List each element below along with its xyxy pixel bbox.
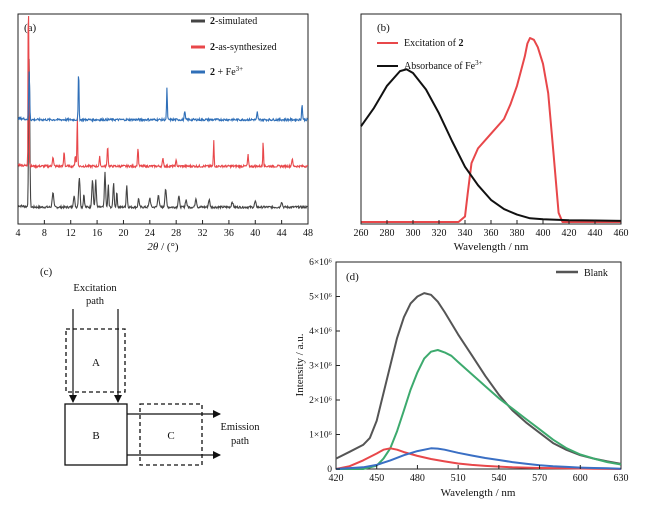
excitation-label-line2: path bbox=[86, 296, 105, 307]
panel-b-legend-label-1: Absorbance of Fe3+ bbox=[404, 59, 483, 72]
panel-d-x-tick-label-1: 450 bbox=[369, 473, 384, 484]
panel-b-series bbox=[360, 37, 622, 223]
panel-c-label: (c) bbox=[40, 266, 53, 278]
panel-b-x-tick-label-8: 420 bbox=[562, 228, 577, 239]
panel-d-legend: Blank bbox=[556, 268, 608, 279]
panel-a-series-line-0 bbox=[17, 58, 309, 211]
panel-d-y-tick-label-5: 5×10⁶ bbox=[309, 293, 332, 303]
panel-b-excitation-chart: (b) 260 280 300 320 340 360 380 400 420 440 460 Ex… bbox=[354, 13, 629, 253]
panel-d-series-line-3 bbox=[335, 447, 622, 470]
panel-b-x-axis-label: Wavelength / nm bbox=[454, 241, 529, 253]
panel-a-x-tick-label-3: 16 bbox=[92, 228, 102, 239]
panel-a-x-tick-label-4: 20 bbox=[118, 228, 128, 239]
panel-a-x-axis-label: 2θ / (°) bbox=[147, 241, 179, 253]
panel-b-x-tick-label-9: 440 bbox=[588, 228, 603, 239]
panel-d-label: (d) bbox=[346, 271, 359, 283]
panel-d-x-tick-label-0: 420 bbox=[329, 473, 344, 484]
panel-d-fluorescence-chart: (d) 420 450 480 510 540 570 600 630 0 1×10⁶ 2×10⁶… bbox=[294, 258, 629, 499]
box-a bbox=[65, 328, 126, 393]
panel-a-x-tick-label-2: 12 bbox=[66, 228, 76, 239]
panel-b-label: (b) bbox=[377, 22, 390, 34]
box-a-label: A bbox=[92, 357, 100, 369]
emission-label-line2: path bbox=[231, 436, 250, 447]
panel-a-x-tick-label-1: 8 bbox=[42, 228, 47, 239]
panel-b-x-tick-label-6: 380 bbox=[510, 228, 525, 239]
panel-d-x-tick-label-5: 570 bbox=[532, 473, 547, 484]
panel-b-x-tick-label-4: 340 bbox=[458, 228, 473, 239]
box-b bbox=[64, 403, 128, 466]
panel-a-x-tick-label-11: 48 bbox=[303, 228, 313, 239]
panel-d-series bbox=[335, 292, 622, 470]
panel-d-y-tick-label-3: 3×10⁶ bbox=[309, 362, 332, 372]
box-c-label: C bbox=[167, 430, 174, 442]
panel-b-x-tick-label-3: 320 bbox=[432, 228, 447, 239]
panel-d-y-tick-label-0: 0 bbox=[327, 465, 332, 475]
panel-a-x-tick-label-8: 36 bbox=[224, 228, 234, 239]
panel-d-y-tick-label-2: 2×10⁶ bbox=[309, 396, 332, 406]
panel-a-legend-label-1: 2-as-synthesized bbox=[210, 42, 277, 53]
panel-d-series-line-2 bbox=[335, 447, 622, 470]
panel-d-x-tick-label-6: 600 bbox=[573, 473, 588, 484]
excitation-label-line1: Excitation bbox=[73, 283, 117, 294]
panel-b-x-tick-label-10: 460 bbox=[614, 228, 629, 239]
panel-d-y-tick-label-4: 4×10⁶ bbox=[309, 327, 332, 337]
panel-a-x-tick-label-5: 24 bbox=[145, 228, 155, 239]
panel-d-series-line-1 bbox=[336, 349, 622, 470]
panel-b-x-tick-label-0: 260 bbox=[354, 228, 369, 239]
emission-label-line1: Emission bbox=[220, 422, 260, 433]
panel-a-x-tick-label-9: 40 bbox=[250, 228, 260, 239]
panel-d-series-line-0 bbox=[335, 292, 622, 465]
panel-b-x-tick-label-1: 280 bbox=[380, 228, 395, 239]
panel-b-series-line-0 bbox=[361, 37, 621, 223]
panel-d-y-axis-label: Intensity / a.u. bbox=[294, 333, 306, 396]
box-c bbox=[139, 403, 203, 466]
panel-a-x-ticks: 4 8 12 16 20 24 28 32 36 40 44 48 bbox=[16, 220, 313, 239]
panel-d-x-ticks: 420 450 480 510 540 570 600 630 bbox=[329, 465, 629, 484]
panel-a-x-tick-label-6: 28 bbox=[171, 228, 181, 239]
panel-a-x-tick-label-0: 4 bbox=[16, 228, 21, 239]
panel-b-series-line-1 bbox=[360, 68, 622, 222]
panel-a-x-tick-label-7: 32 bbox=[198, 228, 208, 239]
panel-b-legend: Excitation of 2 Absorbance of Fe3+ bbox=[377, 38, 483, 72]
panel-b-x-tick-label-5: 360 bbox=[484, 228, 499, 239]
panel-a-x-tick-label-10: 44 bbox=[277, 228, 287, 239]
panel-d-y-tick-label-1: 1×10⁶ bbox=[309, 431, 332, 441]
panel-b-x-tick-label-2: 300 bbox=[406, 228, 421, 239]
panel-a-series-line-1 bbox=[17, 15, 309, 170]
panel-d-y-tick-label-6: 6×10⁶ bbox=[309, 258, 332, 268]
panel-d-x-tick-label-7: 630 bbox=[614, 473, 629, 484]
panel-a-legend-label-0: 2-simulated bbox=[210, 16, 257, 27]
panel-a-series-line-2 bbox=[17, 71, 309, 123]
panel-a-legend: 2-simulated 2-as-synthesized 2 + Fe3+ bbox=[191, 16, 277, 78]
box-b-label: B bbox=[92, 430, 99, 442]
panel-d-x-tick-label-3: 510 bbox=[451, 473, 466, 484]
panel-d-x-tick-label-4: 540 bbox=[491, 473, 506, 484]
panel-c-schematic: (c) Excitation path A B C Emission path bbox=[40, 266, 260, 466]
panel-a-legend-label-2: 2 + Fe3+ bbox=[210, 65, 243, 78]
panel-d-legend-label-0: Blank bbox=[584, 268, 608, 279]
panel-b-x-tick-label-7: 400 bbox=[536, 228, 551, 239]
panel-d-x-tick-label-2: 480 bbox=[410, 473, 425, 484]
panel-b-x-ticks: 260 280 300 320 340 360 380 400 420 440 460 bbox=[354, 220, 629, 239]
panel-d-x-axis-label: Wavelength / nm bbox=[441, 487, 516, 499]
panel-a-xrd-chart: (a) 4 8 12 16 20 24 28 32 36 40 44 48 2-simulated2-… bbox=[16, 13, 313, 253]
panel-b-frame bbox=[360, 13, 622, 225]
panel-d-y-ticks: 0 1×10⁶ 2×10⁶ 3×10⁶ 4×10⁶ 5×10⁶ 6×10⁶ bbox=[309, 258, 340, 475]
panel-a-label: (a) bbox=[24, 22, 37, 34]
panel-b-legend-label-0: Excitation of 2 bbox=[404, 38, 463, 49]
panel-a-series bbox=[17, 15, 309, 211]
